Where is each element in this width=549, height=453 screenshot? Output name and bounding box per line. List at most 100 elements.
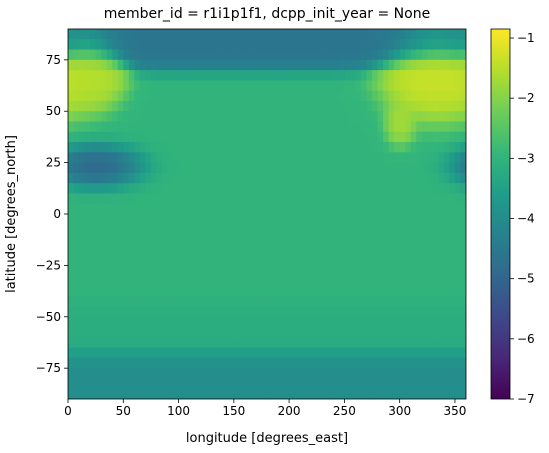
heatmap-cell [421,152,428,164]
heatmap-cell [294,388,301,399]
heatmap-cell [388,152,395,164]
heatmap-cell [272,378,279,390]
heatmap-cell [366,80,373,92]
heatmap-cell [139,234,146,246]
heatmap-cell [305,255,312,266]
heatmap-cell [90,152,97,164]
heatmap-cell [427,306,434,318]
heatmap-cell [112,368,119,380]
heatmap-cell [156,275,163,287]
heatmap-cell [432,275,439,287]
heatmap-cell [128,275,135,287]
heatmap-cell [239,378,246,390]
heatmap-cell [355,316,362,328]
heatmap-cell [178,142,185,153]
heatmap-cell [233,255,240,266]
heatmap-cell [244,131,252,143]
heatmap-cell [134,80,141,92]
heatmap-cell [250,90,257,102]
heatmap-cell [228,378,235,390]
heatmap-cell [300,214,307,225]
heatmap-cell [261,368,268,380]
heatmap-cell [454,296,462,308]
heatmap-cell [117,224,124,236]
heatmap-cell [195,183,202,195]
heatmap-cell [250,193,257,205]
heatmap-cell [101,29,108,40]
heatmap-cell [377,347,384,359]
heatmap-cell [294,296,301,308]
heatmap-cell [338,316,345,328]
heatmap-cell [355,327,362,338]
heatmap-cell [355,29,362,40]
heatmap-cell [338,224,345,236]
heatmap-cell [112,59,119,71]
heatmap-cell [421,29,428,40]
heatmap-cell [206,316,213,328]
heatmap-cell [394,152,401,164]
heatmap-cell [349,172,357,184]
heatmap-cell [283,337,290,349]
heatmap-cell [267,90,274,102]
heatmap-cell [106,214,113,225]
heatmap-cell [128,59,135,71]
heatmap-cell [200,100,207,112]
heatmap-cell [322,388,329,399]
heatmap-cell [427,90,434,102]
heatmap-cell [239,162,246,174]
heatmap-cell [239,255,246,266]
heatmap-cell [294,327,301,338]
heatmap-cell [267,357,274,369]
heatmap-cell [206,244,213,256]
heatmap-cell [333,285,340,297]
heatmap-cell [338,275,345,287]
heatmap-cell [128,193,135,205]
heatmap-cell [377,152,384,164]
heatmap-cell [388,224,395,236]
heatmap-cell [283,275,290,287]
heatmap-cell [427,285,434,297]
heatmap-cell [150,111,158,123]
heatmap-cell [233,265,240,277]
heatmap-cell [150,234,158,246]
heatmap-cell [200,80,207,92]
heatmap-cell [244,327,252,338]
heatmap-cell [289,316,296,328]
heatmap-cell [388,378,395,390]
heatmap-cell [438,121,445,133]
heatmap-cell [156,193,163,205]
heatmap-cell [239,121,246,133]
heatmap-cell [211,172,218,184]
heatmap-cell [438,80,445,92]
heatmap-cell [134,214,141,225]
heatmap-cell [134,70,141,81]
heatmap-cell [261,172,268,184]
heatmap-cell [200,285,207,297]
heatmap-cell [283,347,290,359]
heatmap-cell [211,152,218,164]
heatmap-cell [112,296,119,308]
heatmap-cell [161,121,169,133]
heatmap-cell [399,49,406,61]
heatmap-cell [167,275,174,287]
heatmap-cell [327,388,334,399]
heatmap-cell [294,316,301,328]
heatmap-cell [184,172,191,184]
heatmap-cell [90,347,97,359]
heatmap-cell [173,357,180,369]
heatmap-cell [338,39,345,51]
heatmap-cell [311,214,318,225]
heatmap-cell [156,327,163,338]
heatmap-cell [405,265,412,277]
heatmap-cell [311,193,318,205]
heatmap-cell [294,193,301,205]
heatmap-cell [344,296,351,308]
heatmap-cell [372,275,379,287]
heatmap-cell [338,90,345,102]
heatmap-cell [344,378,351,390]
heatmap-cell [405,193,412,205]
heatmap-cell [79,29,86,40]
heatmap-cell [134,368,141,380]
heatmap-cell [139,131,146,143]
heatmap-cell [117,70,124,81]
